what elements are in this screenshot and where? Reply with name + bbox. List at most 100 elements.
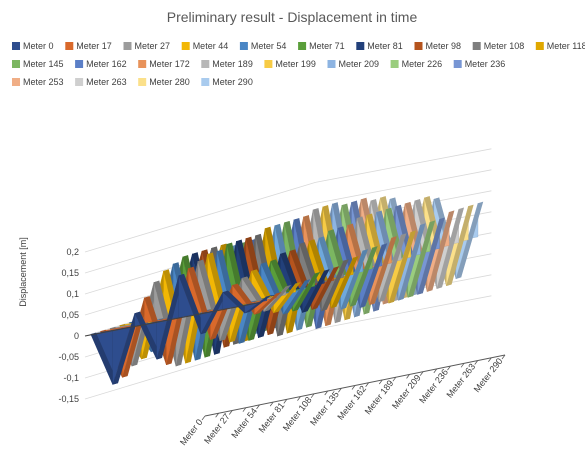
series-ribbons <box>90 196 484 385</box>
legend-item: Meter 0 <box>12 41 54 51</box>
legend-swatch <box>75 60 84 68</box>
area-edge <box>156 273 185 360</box>
depth-tick <box>406 374 410 379</box>
area-edge <box>200 290 229 335</box>
area-edge <box>359 243 388 308</box>
area-edge <box>417 217 445 295</box>
legend-swatch <box>239 42 248 50</box>
legend-item: Meter 162 <box>75 59 127 69</box>
depth-tick <box>501 354 506 360</box>
legend-label: Meter 108 <box>484 41 525 51</box>
legend-swatch <box>12 78 20 86</box>
depth-tick <box>447 365 451 371</box>
area-edge <box>446 204 474 286</box>
legend-item: Meter 81 <box>356 41 403 51</box>
area-edge <box>455 201 484 279</box>
legend-item: Meter 236 <box>453 59 506 69</box>
gridline <box>84 169 492 274</box>
depth-tick <box>474 360 479 365</box>
area-edge <box>90 332 119 385</box>
area-edge <box>112 311 141 385</box>
legend-label: Meter 236 <box>465 59 506 69</box>
area-edge <box>302 269 330 313</box>
depth-tick <box>392 376 397 382</box>
y-axis-title: Displacement [m] <box>18 237 28 307</box>
legend-label: Meter 226 <box>402 59 443 69</box>
legend-item: Meter 226 <box>390 59 443 69</box>
y-tick-label: 0,1 <box>66 289 79 299</box>
y-tick-label: 0 <box>74 331 79 341</box>
area-edge <box>311 266 340 310</box>
plot-area <box>84 148 492 400</box>
depth-tick <box>419 371 424 376</box>
area-edge <box>350 246 378 307</box>
area-edge <box>178 273 207 335</box>
area-edge <box>292 271 321 312</box>
legend-swatch <box>298 42 307 50</box>
legend-swatch <box>414 42 423 50</box>
area-edge <box>283 279 311 315</box>
legend-item: Meter 108 <box>472 41 525 51</box>
legend-label: Meter 189 <box>212 59 253 69</box>
depth-tick-label: Meter 27 <box>202 412 232 446</box>
y-tick-label: 0,05 <box>61 310 79 320</box>
gridline <box>84 295 492 400</box>
legend-swatch <box>138 78 147 86</box>
area-edge <box>340 249 369 310</box>
depth-tick <box>228 410 233 415</box>
area-edge <box>263 284 292 312</box>
legend-label: Meter 290 <box>212 77 253 87</box>
depth-tick <box>351 385 356 390</box>
legend-label: Meter 54 <box>251 41 287 51</box>
legend-item: Meter 172 <box>138 59 190 69</box>
legend-label: Meter 118 <box>547 41 585 51</box>
depth-tick <box>365 382 369 387</box>
legend-swatch <box>535 42 544 50</box>
legend-item: Meter 44 <box>181 41 228 51</box>
legend-item: Meter 71 <box>298 41 345 51</box>
area-edge <box>331 256 359 309</box>
legend-label: Meter 17 <box>76 41 112 51</box>
legend-swatch <box>472 42 481 50</box>
legend-item: Meter 253 <box>12 77 64 87</box>
area-edge <box>398 223 426 301</box>
legend-item: Meter 54 <box>239 41 287 51</box>
area-edge <box>134 311 163 360</box>
gridline <box>84 148 492 253</box>
depth-tick <box>433 368 438 374</box>
area-edge <box>369 236 397 305</box>
area-edge <box>254 291 282 315</box>
depth-tick <box>310 393 315 399</box>
legend-label: Meter 81 <box>367 41 403 51</box>
legend-label: Meter 253 <box>23 77 64 87</box>
legend-swatch <box>12 60 20 68</box>
depth-tick <box>215 412 219 418</box>
depth-tick <box>338 388 342 393</box>
depth-tick-label: Meter 54 <box>229 406 259 440</box>
legend-swatch <box>327 60 336 68</box>
depth-tick <box>324 390 329 396</box>
area-edge <box>321 259 349 312</box>
depth-tick-label: Meter 0 <box>178 417 205 447</box>
legend-label: Meter 0 <box>23 41 54 51</box>
depth-tick <box>283 399 288 404</box>
y-tick-label: -0,1 <box>63 373 79 383</box>
legend-label: Meter 199 <box>275 59 316 69</box>
legend-swatch <box>390 60 399 68</box>
depth-tick <box>378 379 383 385</box>
depth-tick <box>256 404 260 410</box>
area-edge <box>427 210 455 292</box>
series-meter-0 <box>90 273 273 385</box>
area-edge <box>244 294 273 314</box>
legend-swatch <box>65 42 74 50</box>
legend-item: Meter 209 <box>327 59 379 69</box>
depth-tick <box>488 357 492 363</box>
legend: Meter 0 Meter 17 Meter 27 Meter 44 Meter 54 M… <box>12 41 585 87</box>
legend-label: Meter 27 <box>135 41 171 51</box>
legend-label: Meter 98 <box>426 41 462 51</box>
legend-label: Meter 172 <box>149 59 190 69</box>
area-edge <box>222 290 251 314</box>
